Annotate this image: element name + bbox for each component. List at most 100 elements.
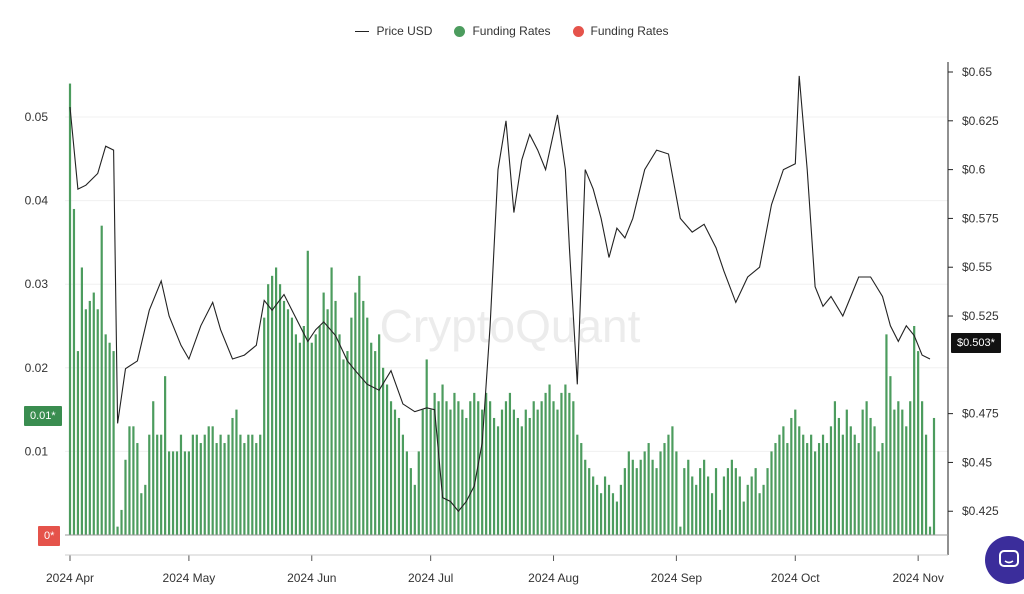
funding-bar (314, 334, 317, 535)
funding-bar (790, 417, 793, 535)
right-tick-label: $0.6 (962, 163, 986, 177)
funding-bar (695, 484, 698, 535)
funding-bar (152, 401, 155, 535)
legend-line-icon (355, 30, 370, 32)
funding-bar (825, 443, 829, 535)
funding-bar (199, 443, 202, 535)
funding-bar (556, 409, 559, 535)
funding-bar (290, 317, 294, 535)
funding-bar (239, 434, 242, 535)
left-tick-label: 0.04 (25, 194, 49, 208)
funding-bar (128, 426, 131, 535)
funding-bar (754, 468, 757, 535)
funding-bar (338, 334, 341, 535)
funding-bar (100, 225, 103, 535)
right-tick-label: $0.55 (962, 260, 992, 274)
funding-bar (496, 426, 500, 535)
funding-bar (663, 443, 666, 535)
left-tick-label: 0.02 (25, 361, 49, 375)
legend-label-funding-negative: Funding Rates (590, 24, 669, 38)
legend-item-funding-positive[interactable]: Funding Rates (454, 24, 551, 38)
funding-bar (286, 309, 290, 535)
funding-bar (378, 334, 381, 535)
funding-bar (358, 275, 361, 535)
funding-bar (798, 426, 801, 535)
left-tick-label: 0.03 (25, 277, 49, 291)
funding-bar (278, 284, 282, 535)
funding-bar (231, 417, 234, 535)
funding-bar (401, 434, 405, 535)
funding-bar (603, 476, 607, 535)
funding-bar (865, 401, 868, 535)
funding-bar (552, 401, 555, 535)
x-tick-label: 2024 May (163, 571, 216, 585)
price-usd-line (69, 75, 931, 513)
funding-bar (881, 443, 884, 535)
funding-bar (116, 526, 119, 535)
funding-bar (770, 451, 773, 535)
funding-bar (318, 326, 321, 535)
funding-bar (441, 384, 444, 535)
funding-bar (802, 434, 805, 535)
funding-bar (905, 426, 908, 535)
funding-bar (473, 392, 476, 535)
funding-bar (92, 292, 95, 535)
left-tick-label: 0.01 (25, 444, 49, 458)
legend-item-price[interactable]: Price USD (355, 24, 432, 38)
funding-bar (302, 326, 305, 535)
funding-bar (572, 401, 575, 535)
funding-bar (469, 401, 472, 535)
funding-bar (794, 409, 797, 535)
funding-bar (255, 443, 258, 535)
funding-bar (104, 334, 107, 535)
right-tick-label: $0.45 (962, 455, 992, 469)
chat-button[interactable] (985, 536, 1024, 584)
funding-bar (167, 451, 171, 535)
funding-bar (671, 426, 674, 535)
funding-bar (885, 334, 888, 535)
funding-bar (627, 451, 630, 535)
funding-bar (223, 443, 226, 535)
funding-bar (635, 468, 638, 535)
funding-bar (417, 451, 420, 535)
x-axis-ticks: 2024 Apr 2024 May 2024 Jun 2024 Jul 2024 Aug… (46, 554, 948, 585)
funding-bar (928, 526, 932, 535)
x-tick-label: 2024 Aug (528, 571, 579, 585)
funding-bar (160, 434, 163, 535)
funding-bar (251, 434, 254, 535)
funding-bar (96, 309, 99, 535)
funding-bar (370, 342, 373, 535)
funding-bar (683, 468, 686, 535)
funding-bar (274, 267, 278, 535)
funding-bar (921, 401, 924, 535)
funding-bar (516, 417, 519, 535)
funding-bar (512, 409, 515, 535)
funding-bar (179, 434, 183, 535)
funding-bar (492, 417, 496, 535)
funding-bar (710, 493, 714, 535)
funding-bar (429, 409, 432, 535)
funding-bar (489, 401, 492, 535)
funding-bar (393, 409, 397, 535)
funding-bar (924, 434, 928, 535)
funding-bar (619, 484, 622, 535)
funding-bar (853, 434, 856, 535)
funding-bar (310, 342, 313, 535)
funding-bar (457, 401, 460, 535)
funding-bar (263, 317, 266, 535)
legend-item-funding-negative[interactable]: Funding Rates (572, 24, 669, 38)
funding-bar (298, 342, 301, 535)
funding-bar (120, 509, 123, 535)
funding-bar (520, 426, 523, 535)
left-tick-label: 0.05 (25, 110, 49, 124)
funding-bar (124, 459, 127, 535)
funding-bar (346, 351, 349, 535)
funding-bar (68, 83, 72, 535)
funding-bar (164, 376, 167, 535)
funding-bar (560, 392, 563, 535)
funding-bar (750, 476, 753, 535)
funding-bar (88, 300, 91, 535)
funding-bar (267, 284, 270, 535)
funding-bar (191, 434, 194, 535)
legend-label-funding-positive: Funding Rates (472, 24, 551, 38)
